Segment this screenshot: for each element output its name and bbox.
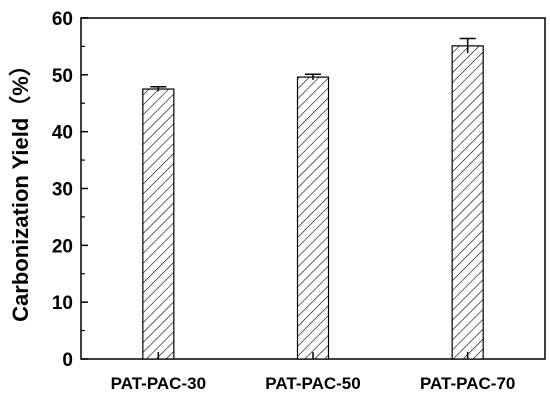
y-tick-label: 40 <box>52 123 73 144</box>
y-tick-label: 0 <box>62 350 73 371</box>
y-tick-label: 20 <box>52 236 73 257</box>
error-bars-layer <box>150 37 476 92</box>
y-axis-ticks: 0 10 20 30 40 50 60 <box>52 9 88 371</box>
bars-layer <box>142 45 484 360</box>
y-tick-label: 60 <box>52 9 73 30</box>
bar <box>142 88 175 360</box>
y-tick-label: 30 <box>52 180 73 201</box>
bar <box>451 45 484 360</box>
x-axis-ticks <box>157 352 469 359</box>
x-category-label: PAT-PAC-50 <box>265 374 360 393</box>
x-category-label: PAT-PAC-70 <box>420 374 515 393</box>
x-axis-category-labels: PAT-PAC-30 PAT-PAC-50 PAT-PAC-70 <box>111 374 516 393</box>
y-tick-label: 10 <box>52 293 73 314</box>
x-category-label: PAT-PAC-30 <box>111 374 206 393</box>
y-tick-label: 50 <box>52 66 73 87</box>
bar <box>296 76 330 360</box>
y-axis-title: Carbonization Yield（%） <box>8 54 33 322</box>
